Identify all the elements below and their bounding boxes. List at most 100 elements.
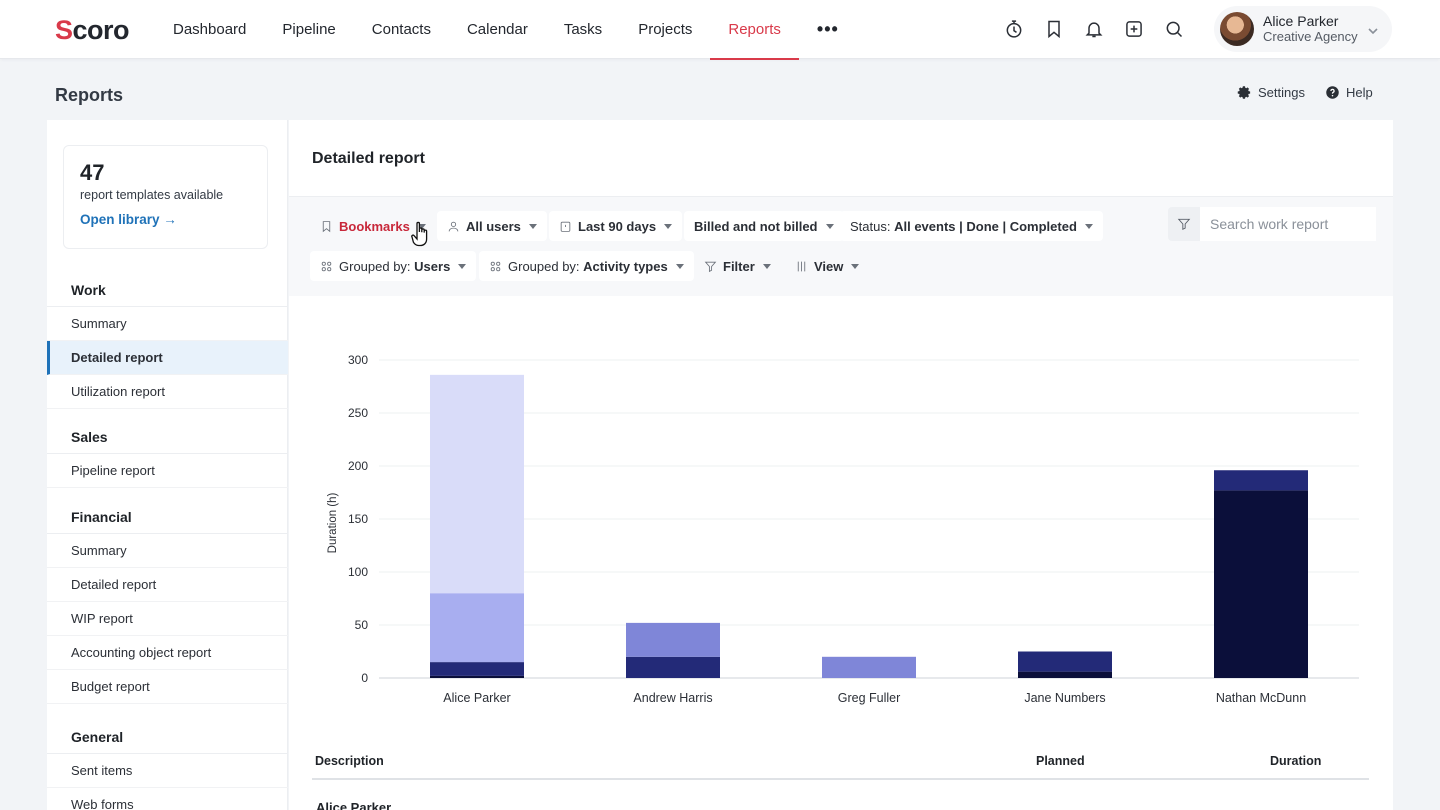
bar-segment (1018, 651, 1112, 672)
template-count: 47 (80, 160, 105, 185)
bar-segment (822, 656, 916, 678)
top-icon-group (1000, 14, 1188, 44)
open-library-link[interactable]: Open library → (80, 212, 177, 227)
library-card: 47 report templates available Open libra… (63, 145, 268, 249)
sidebar-item-sent-items[interactable]: Sent items (47, 754, 288, 788)
sidebar-item-budget-report[interactable]: Budget report (47, 670, 288, 704)
col-description[interactable]: Description (315, 754, 384, 768)
sidebar-item-web-forms[interactable]: Web forms (47, 788, 288, 810)
group2-label: Grouped by: (508, 258, 580, 274)
user-icon (448, 221, 459, 231)
y-tick-label: 150 (348, 512, 368, 526)
bar-segment (430, 374, 524, 594)
col-duration[interactable]: Duration (1270, 754, 1322, 768)
sidebar-item-pipeline-report[interactable]: Pipeline report (47, 454, 288, 488)
bookmark-icon[interactable] (1040, 14, 1068, 44)
sidebar-section-sales: Sales Pipeline report (47, 420, 288, 488)
stopwatch-icon[interactable] (1000, 14, 1028, 44)
filter-dropdown[interactable]: Filter (694, 251, 781, 281)
nav-more-button[interactable]: ••• (816, 19, 839, 39)
logo-text: coro (72, 15, 130, 45)
report-panel: Detailed report Bookmarks All users Last… (289, 120, 1393, 810)
billing-dropdown[interactable]: Billed and not billed (684, 211, 844, 241)
sidebar-item-wip-report[interactable]: WIP report (47, 602, 288, 636)
col-planned[interactable]: Planned (1036, 754, 1085, 768)
bookmarks-label: Bookmarks (339, 218, 410, 234)
nav-tasks[interactable]: Tasks (563, 21, 603, 38)
status-dropdown[interactable]: Status: All events | Done | Completed (840, 211, 1103, 241)
settings-label: Settings (1258, 85, 1305, 100)
bell-icon[interactable] (1080, 14, 1108, 44)
search-input[interactable] (1200, 207, 1376, 241)
search-icon[interactable] (1160, 14, 1188, 44)
sidebar-section-financial: Financial Summary Detailed report WIP re… (47, 500, 288, 704)
nav-pipeline[interactable]: Pipeline (282, 21, 336, 38)
nav-reports[interactable]: Reports (710, 0, 799, 60)
x-tick-label: Nathan McDunn (1216, 691, 1306, 705)
nav-calendar[interactable]: Calendar (466, 21, 528, 38)
y-axis-label: Duration (h) (327, 492, 339, 553)
users-value: All users (466, 218, 521, 234)
group1-label: Grouped by: (339, 258, 411, 274)
billing-value: Billed and not billed (694, 218, 818, 234)
y-tick-label: 250 (348, 406, 368, 420)
nav-projects[interactable]: Projects (638, 21, 693, 38)
view-dropdown[interactable]: View (785, 251, 869, 281)
filter-label: Filter (723, 258, 755, 274)
nav-dashboard[interactable]: Dashboard (173, 21, 247, 38)
y-tick-label: 200 (348, 459, 368, 473)
sidebar-heading-general: General (47, 720, 288, 754)
sidebar-item-detailed-report[interactable]: Detailed report (47, 341, 288, 375)
bar-segment (626, 656, 720, 678)
settings-link[interactable]: Settings (1237, 85, 1305, 100)
sidebar-item-accounting-object-report[interactable]: Accounting object report (47, 636, 288, 670)
group1-value: Users (414, 258, 451, 274)
page-title: Reports (55, 85, 124, 105)
users-dropdown[interactable]: All users (437, 211, 547, 241)
period-dropdown[interactable]: Last 90 days (549, 211, 683, 241)
sidebar-item-financial-detailed-report[interactable]: Detailed report (47, 568, 288, 602)
y-tick-label: 0 (361, 671, 368, 685)
y-tick-label: 100 (348, 565, 368, 579)
chevron-down-icon (1368, 23, 1378, 35)
gear-icon (1237, 86, 1251, 99)
bar-segment (430, 593, 524, 663)
group-by-users-dropdown[interactable]: Grouped by: Users (310, 251, 477, 281)
table-group-row[interactable]: Alice Parker (316, 800, 392, 810)
y-tick-label: 50 (355, 618, 369, 632)
status-label: Status: (850, 218, 891, 234)
calendar-icon (560, 221, 571, 232)
sidebar-section-general: General Sent items Web forms (47, 720, 288, 810)
nav-contacts[interactable]: Contacts (371, 21, 431, 38)
user-name: Alice Parker (1263, 13, 1339, 29)
period-value: Last 90 days (578, 218, 657, 234)
sidebar-heading-work: Work (47, 273, 288, 307)
duration-chart: 0 50 100 150 200 250 300 Duration (h) Alice Park… (289, 340, 1393, 720)
bar-segment (430, 662, 524, 676)
sidebar-heading-financial: Financial (47, 500, 288, 534)
user-menu[interactable]: Alice Parker Creative Agency (1214, 6, 1392, 52)
x-tick-label: Greg Fuller (838, 691, 901, 705)
hand-cursor-icon (411, 221, 428, 247)
y-tick-label: 300 (348, 353, 368, 367)
x-tick-label: Andrew Harris (633, 691, 712, 705)
bookmark-icon (322, 220, 331, 232)
filter-icon[interactable] (1168, 207, 1200, 241)
user-text: Alice Parker Creative Agency (1263, 13, 1358, 45)
scoro-logo[interactable]: Scoro (55, 15, 130, 45)
view-label: View (814, 258, 844, 274)
sidebar-item-financial-summary[interactable]: Summary (47, 534, 288, 568)
group-by-activity-dropdown[interactable]: Grouped by: Activity types (479, 251, 694, 281)
funnel-icon (704, 261, 717, 272)
sidebar-item-utilization-report[interactable]: Utilization report (47, 375, 288, 409)
help-circle-icon (1326, 86, 1339, 99)
group2-value: Activity types (583, 258, 668, 274)
help-link[interactable]: Help (1325, 85, 1373, 100)
main-nav: Dashboard Pipeline Contacts Calendar Tas… (155, 0, 857, 60)
bookmarks-dropdown[interactable]: Bookmarks (310, 211, 436, 241)
template-count-label: report templates available (80, 188, 224, 202)
group-icon (490, 261, 501, 271)
chart-svg: 0 50 100 150 200 250 300 Duration (h) Alice Park… (327, 353, 1359, 705)
sidebar-item-work-summary[interactable]: Summary (47, 307, 288, 341)
plus-square-icon[interactable] (1120, 14, 1148, 44)
